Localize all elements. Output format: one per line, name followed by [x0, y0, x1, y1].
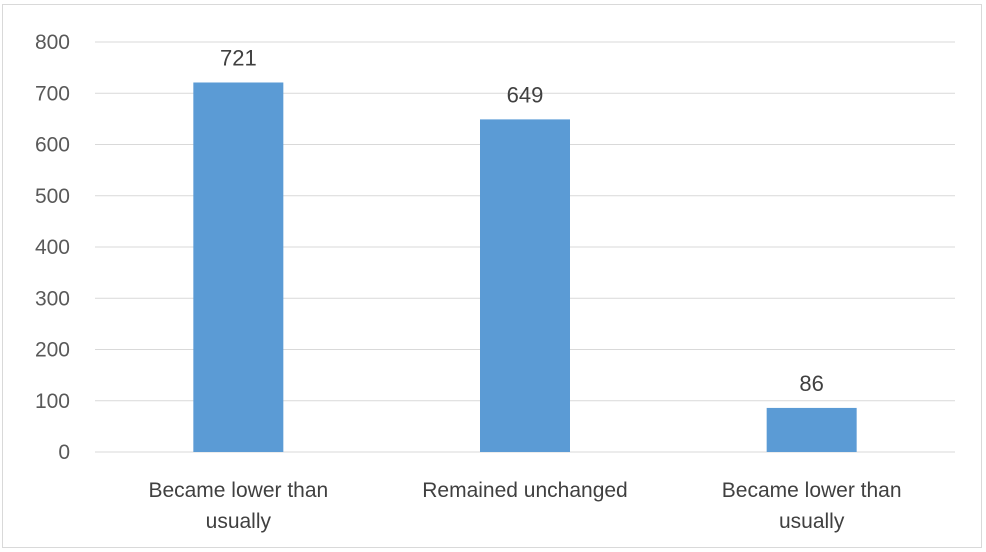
bar	[480, 119, 570, 452]
y-tick-label: 400	[35, 236, 70, 259]
x-axis-category-labels: Became lower than usually Remained unchang…	[148, 479, 901, 533]
y-tick-label: 100	[35, 390, 70, 413]
y-tick-label: 600	[35, 134, 70, 157]
y-tick-label: 300	[35, 287, 70, 310]
y-tick-label: 0	[58, 441, 70, 464]
y-tick-label: 800	[35, 31, 70, 54]
data-labels: 721 649 86	[220, 45, 824, 395]
x-category-label: Became lower than	[722, 479, 902, 502]
x-category-label: Remained unchanged	[422, 479, 628, 502]
data-label: 721	[220, 45, 257, 70]
y-tick-label: 500	[35, 185, 70, 208]
y-tick-label: 700	[35, 82, 70, 105]
x-category-label: usually	[779, 510, 845, 533]
y-tick-label: 200	[35, 339, 70, 362]
bar	[766, 407, 857, 452]
data-label: 86	[799, 371, 823, 396]
bars	[193, 82, 857, 453]
x-category-label: Became lower than	[148, 479, 328, 502]
y-axis-tick-labels: 0 100 200 300 400 500 600 700 800	[35, 31, 70, 464]
bar	[193, 82, 284, 453]
x-category-label: usually	[206, 510, 272, 533]
data-label: 649	[507, 82, 544, 107]
